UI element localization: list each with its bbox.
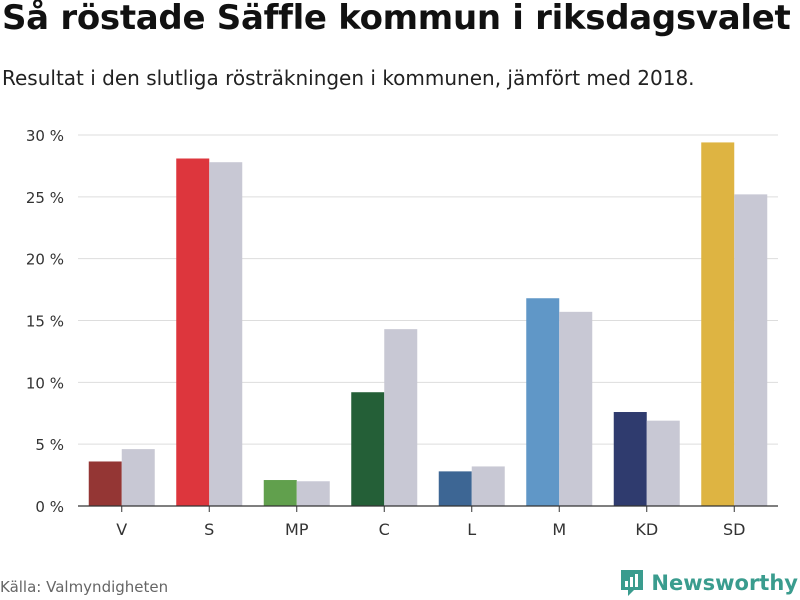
x-tick-label: M (552, 520, 566, 539)
bar-2022-mp (263, 480, 297, 506)
bar-2018-kd (646, 420, 680, 506)
bar-2022-c (351, 392, 385, 506)
brand-name: Newsworthy (651, 571, 798, 595)
bar-2022-l (438, 471, 472, 506)
x-tick-label: C (379, 520, 390, 539)
bar-2022-sd (701, 142, 735, 507)
newsworthy-logo-icon (621, 570, 644, 596)
x-tick-label: KD (635, 520, 658, 539)
y-tick-label: 0 % (35, 498, 64, 516)
source-note: Källa: Valmyndigheten (0, 578, 169, 596)
x-tick-label: SD (723, 520, 745, 539)
bar-2022-s (176, 158, 210, 506)
bar-2022-kd (613, 412, 647, 506)
chart-subtitle: Resultat i den slutliga rösträkningen i … (2, 66, 695, 90)
y-tick-label: 10 % (26, 374, 64, 392)
y-tick-label: 30 % (26, 127, 64, 145)
bar-2018-s (209, 162, 243, 506)
bar-2018-sd (734, 194, 768, 507)
bar-2022-m (526, 298, 560, 506)
x-tick-label: L (467, 520, 476, 539)
bar-2018-v (121, 449, 155, 506)
bar-2018-c (384, 329, 418, 506)
x-tick-label: V (116, 520, 127, 539)
bar-2018-l (471, 466, 505, 506)
y-tick-label: 15 % (26, 313, 64, 331)
x-tick-label: S (204, 520, 214, 539)
y-tick-label: 25 % (26, 189, 64, 207)
bar-2018-mp (296, 481, 330, 506)
chart-title: Så röstade Säffle kommun i riksdagsvalet (2, 0, 791, 38)
bar-2018-m (559, 311, 593, 506)
y-tick-label: 20 % (26, 251, 64, 269)
bar-2022-v (88, 461, 122, 506)
y-tick-label: 5 % (35, 436, 64, 454)
x-tick-label: MP (285, 520, 309, 539)
brand-logo: Newsworthy (619, 568, 798, 598)
